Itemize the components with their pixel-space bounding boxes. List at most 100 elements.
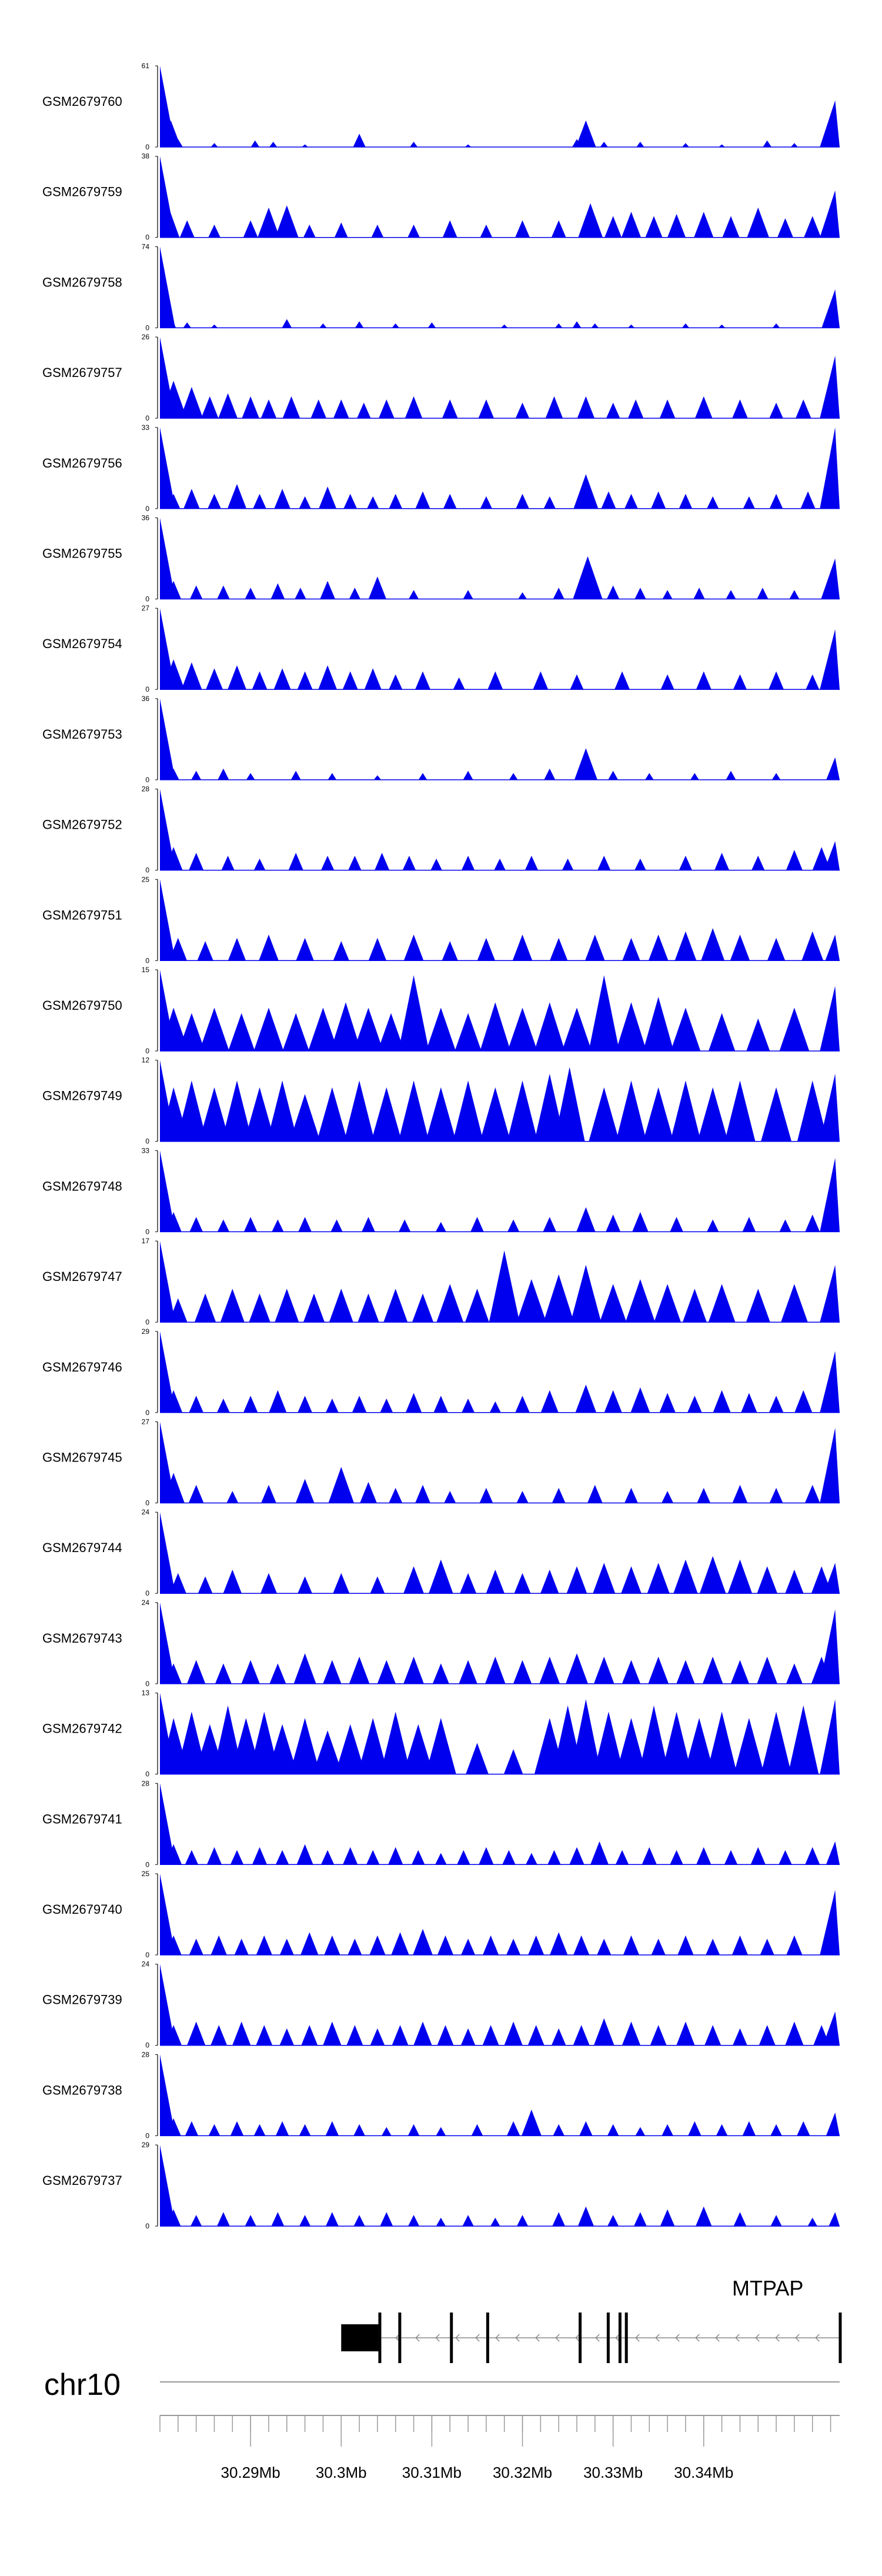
coverage-peak [243, 220, 258, 238]
coverage-peak [169, 1298, 188, 1323]
coverage-peak [295, 1479, 315, 1503]
coverage-peak [682, 1289, 707, 1323]
coverage-peak [230, 1850, 244, 1865]
coverage-peak [820, 190, 840, 238]
sample-label: GSM2679746 [42, 1360, 122, 1374]
coverage-peak [673, 1559, 698, 1594]
coverage-peak [349, 1656, 370, 1684]
y-max-label: 24 [142, 1599, 150, 1607]
coverage-peak [482, 2025, 499, 2046]
chromosome-label: chr10 [44, 2368, 121, 2402]
coverage-peak [593, 1656, 614, 1684]
coverage-peak [289, 1094, 320, 1142]
coverage-peak [589, 1087, 620, 1142]
coverage-peak [282, 319, 292, 328]
coverage-peak [757, 588, 769, 599]
coverage-peak [679, 493, 693, 509]
coverage-peak [824, 841, 840, 870]
coverage-peak [183, 489, 200, 509]
coverage-peak [242, 396, 259, 419]
coverage-peak [346, 2025, 363, 2046]
coverage-peak [696, 1847, 711, 1865]
coverage-peak [662, 1491, 674, 1503]
coverage-peak [369, 1935, 386, 1955]
coverage-peak [321, 856, 335, 870]
coverage-peak [415, 491, 430, 509]
coverage-peak [674, 931, 697, 961]
coverage-peak [344, 1080, 375, 1142]
coverage-peak [453, 677, 465, 690]
coverage-peak [507, 2121, 520, 2136]
coverage-peak [781, 1284, 808, 1323]
coverage-peak [593, 1563, 616, 1594]
y-max-label: 25 [142, 875, 150, 883]
coverage-peak [355, 321, 364, 328]
coverage-peak [733, 674, 747, 690]
coverage-peak [821, 289, 840, 328]
coverage-peak [733, 1718, 764, 1774]
coverage-peak [160, 1150, 175, 1232]
coverage-peak [726, 770, 736, 780]
gene-exon [486, 2313, 489, 2363]
coverage-peak [323, 1660, 342, 1684]
coverage-peak [166, 580, 181, 599]
coverage-peak [608, 770, 619, 780]
coverage-peak [299, 2215, 311, 2227]
coverage-peak [622, 937, 640, 961]
track-GSM2679746: GSM2679746 29 0 [42, 1327, 840, 1417]
coverage-peak [707, 1219, 719, 1232]
coverage-peak [693, 588, 705, 599]
coverage-peak [606, 402, 620, 419]
coverage-peak [696, 671, 711, 690]
coverage-peak [516, 1491, 529, 1503]
y-max-label: 25 [142, 1870, 150, 1878]
y-max-label: 15 [142, 966, 150, 974]
coverage-peak [708, 1284, 736, 1323]
track-GSM2679747: GSM2679747 17 0 [42, 1237, 840, 1326]
coverage-peak [328, 773, 337, 780]
coverage-peak [503, 1749, 523, 1774]
coverage-peak [343, 493, 357, 509]
coverage-peak [741, 1393, 757, 1413]
coverage-peak [187, 2021, 206, 2046]
coverage-peak [789, 590, 800, 599]
coverage-peak [713, 1390, 731, 1413]
coverage-peak [716, 2124, 728, 2136]
coverage-peak [329, 1289, 353, 1323]
coverage-peak [189, 1396, 203, 1413]
coverage-peak [165, 1390, 183, 1413]
coverage-peak [681, 323, 690, 328]
coverage-peak [310, 399, 326, 419]
coverage-peak [791, 143, 798, 147]
coverage-peak [299, 2124, 311, 2136]
coverage-peak [512, 935, 533, 961]
coverage-peak [797, 2121, 810, 2136]
track-GSM2679757: GSM2679757 26 0 [42, 333, 840, 422]
coverage-peak [624, 493, 638, 509]
coverage-peak [826, 757, 840, 780]
coverage-peak [695, 396, 713, 419]
coverage-peak [348, 1938, 362, 1955]
coverage-peak [289, 1718, 320, 1774]
coverage-peak [828, 2212, 840, 2227]
coverage-peak [165, 1212, 182, 1232]
coverage-peak [772, 323, 780, 328]
coverage-peak [804, 1484, 820, 1503]
coverage-peak [501, 324, 508, 328]
coverage-peak [299, 496, 311, 509]
coverage-peak [643, 1087, 674, 1142]
coverage-peak [388, 1847, 403, 1865]
gene-track: MTPAP [341, 2276, 842, 2363]
coverage-peak [604, 1390, 622, 1413]
y-zero-label: 0 [145, 2131, 149, 2140]
coverage-peak [570, 1699, 602, 1774]
coverage-peak [267, 1080, 298, 1142]
coverage-peak [494, 858, 506, 870]
coverage-peak [562, 858, 574, 870]
coverage-peak [382, 2127, 392, 2136]
coverage-peak [302, 144, 308, 147]
coverage-peak [211, 324, 218, 328]
coverage-peak [360, 1481, 377, 1503]
y-max-label: 24 [142, 1508, 150, 1516]
coverage-peak [301, 2025, 318, 2046]
